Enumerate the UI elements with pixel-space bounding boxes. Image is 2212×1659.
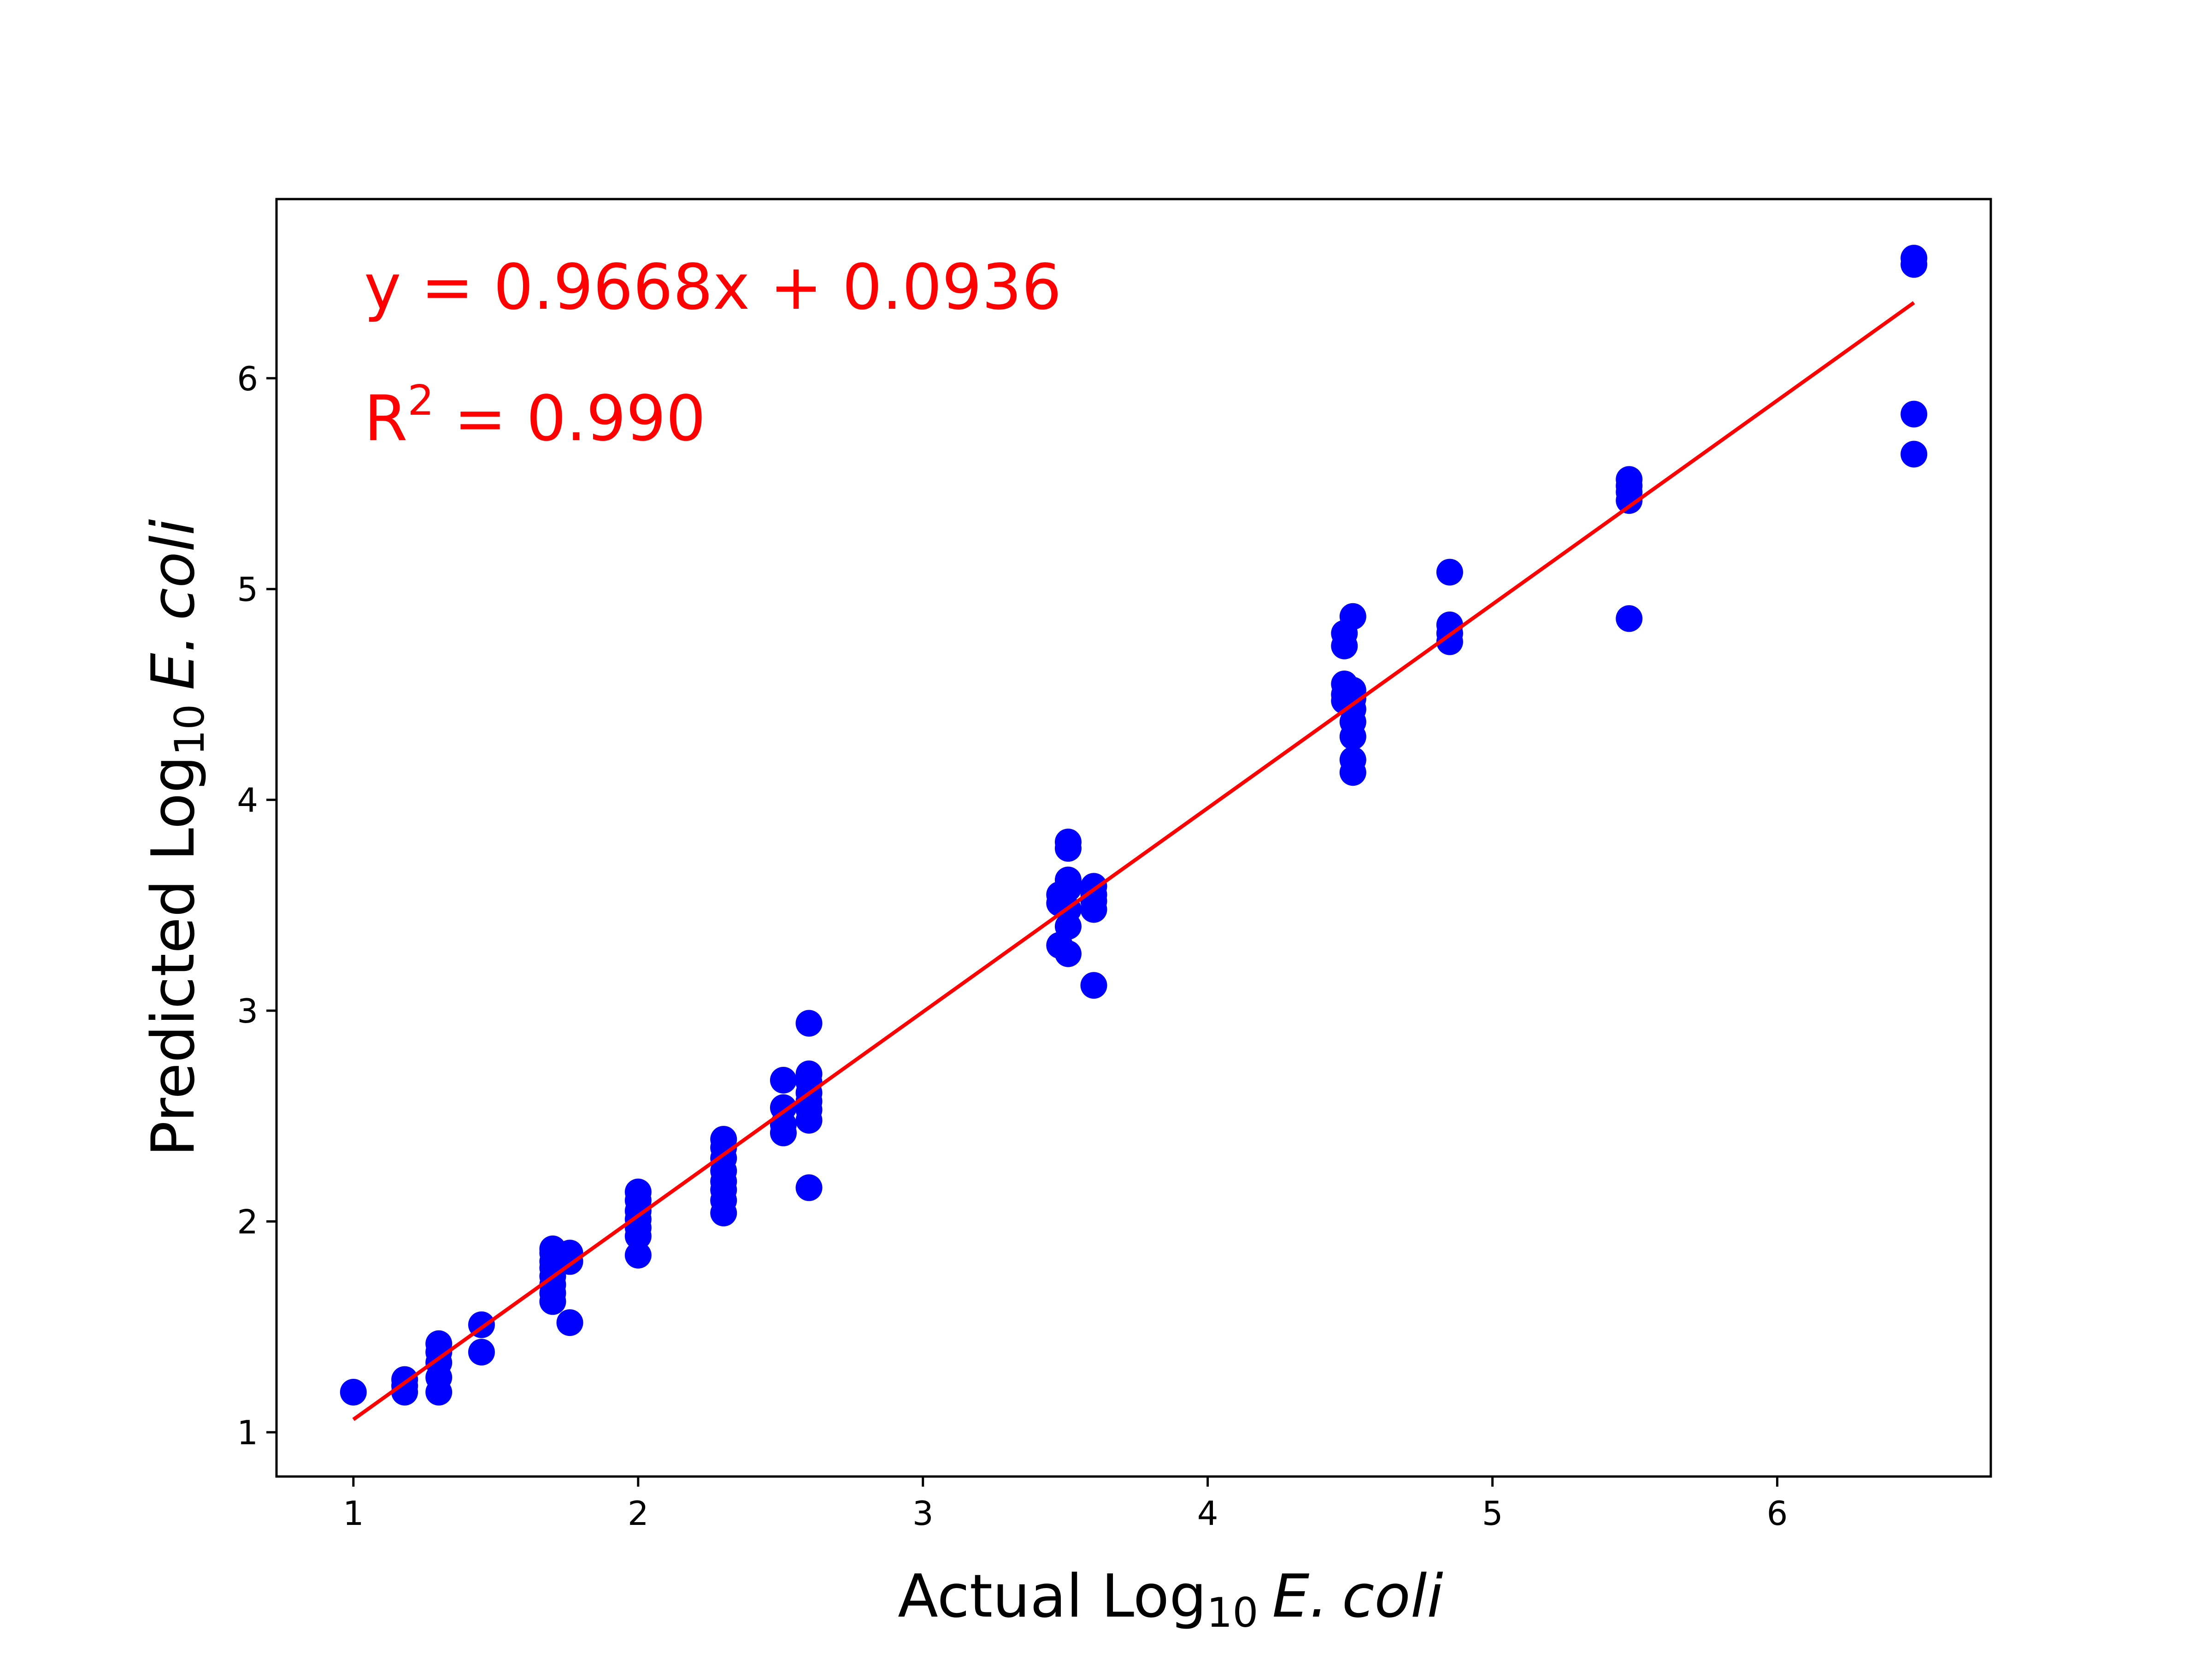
plot-area: [340, 245, 1928, 1421]
data-point: [624, 1241, 652, 1269]
x-axis-label-italic-2: coli: [1342, 1562, 1443, 1631]
x-tick-label: 3: [912, 1494, 934, 1533]
r-squared-exponent: 2: [408, 377, 434, 425]
fit-equation: y = 0.9668x + 0.0936: [364, 251, 1062, 324]
data-point: [1616, 466, 1643, 493]
data-point: [1054, 940, 1082, 967]
x-tick-label: 1: [343, 1494, 364, 1533]
y-axis-label: Predicted Log10 E. coli: [139, 519, 213, 1157]
data-point: [710, 1126, 737, 1153]
data-point: [340, 1379, 367, 1406]
data-point: [556, 1309, 583, 1336]
data-point: [1339, 677, 1366, 704]
x-tick-label: 6: [1767, 1494, 1788, 1533]
r-squared: R2 = 0.990: [364, 377, 706, 455]
x-axis-label-subscript: 10: [1206, 1589, 1258, 1636]
data-point: [425, 1330, 453, 1357]
y-axis-label-subscript: 10: [166, 704, 213, 756]
y-tick-label: 1: [237, 1413, 258, 1452]
x-axis-label-prefix: Actual Log: [898, 1562, 1206, 1631]
data-point: [1616, 605, 1643, 632]
axis-ticks: 1 2 3 4 5 6 1 2 3 4 5 6: [237, 359, 1788, 1533]
data-point: [1900, 245, 1928, 272]
data-point: [1900, 400, 1928, 428]
data-point: [770, 1067, 797, 1094]
y-axis-label-prefix: Predicted Log: [139, 756, 208, 1157]
x-tick-label: 4: [1197, 1494, 1218, 1533]
data-point: [1436, 559, 1463, 586]
data-point: [1339, 603, 1366, 630]
data-point: [624, 1178, 652, 1206]
y-tick-label: 3: [237, 992, 258, 1030]
plot-frame: [275, 198, 1992, 1478]
y-tick-label: 4: [237, 781, 258, 820]
r-squared-value: = 0.990: [434, 382, 706, 455]
data-point: [795, 1174, 823, 1201]
data-point: [1080, 972, 1107, 999]
data-point: [1054, 866, 1082, 894]
data-point: [468, 1339, 495, 1366]
x-axis-label-italic: E.: [1272, 1562, 1328, 1631]
x-axis-label: Actual Log10 E. coli: [898, 1562, 1443, 1636]
data-point: [1900, 441, 1928, 468]
y-tick-label: 2: [237, 1203, 258, 1241]
data-point: [795, 1010, 823, 1037]
x-tick-label: 5: [1482, 1494, 1503, 1533]
r-squared-symbol: R: [364, 382, 408, 455]
x-tick-label: 2: [628, 1494, 649, 1533]
data-point: [795, 1060, 823, 1088]
y-axis-label-italic: E.: [139, 634, 208, 690]
y-axis-label-italic-2: coli: [139, 519, 208, 620]
data-point: [1339, 746, 1366, 773]
data-point: [1054, 829, 1082, 856]
y-tick-label: 5: [237, 570, 258, 609]
y-tick-label: 6: [237, 359, 258, 398]
regression-line: [352, 301, 1915, 1421]
